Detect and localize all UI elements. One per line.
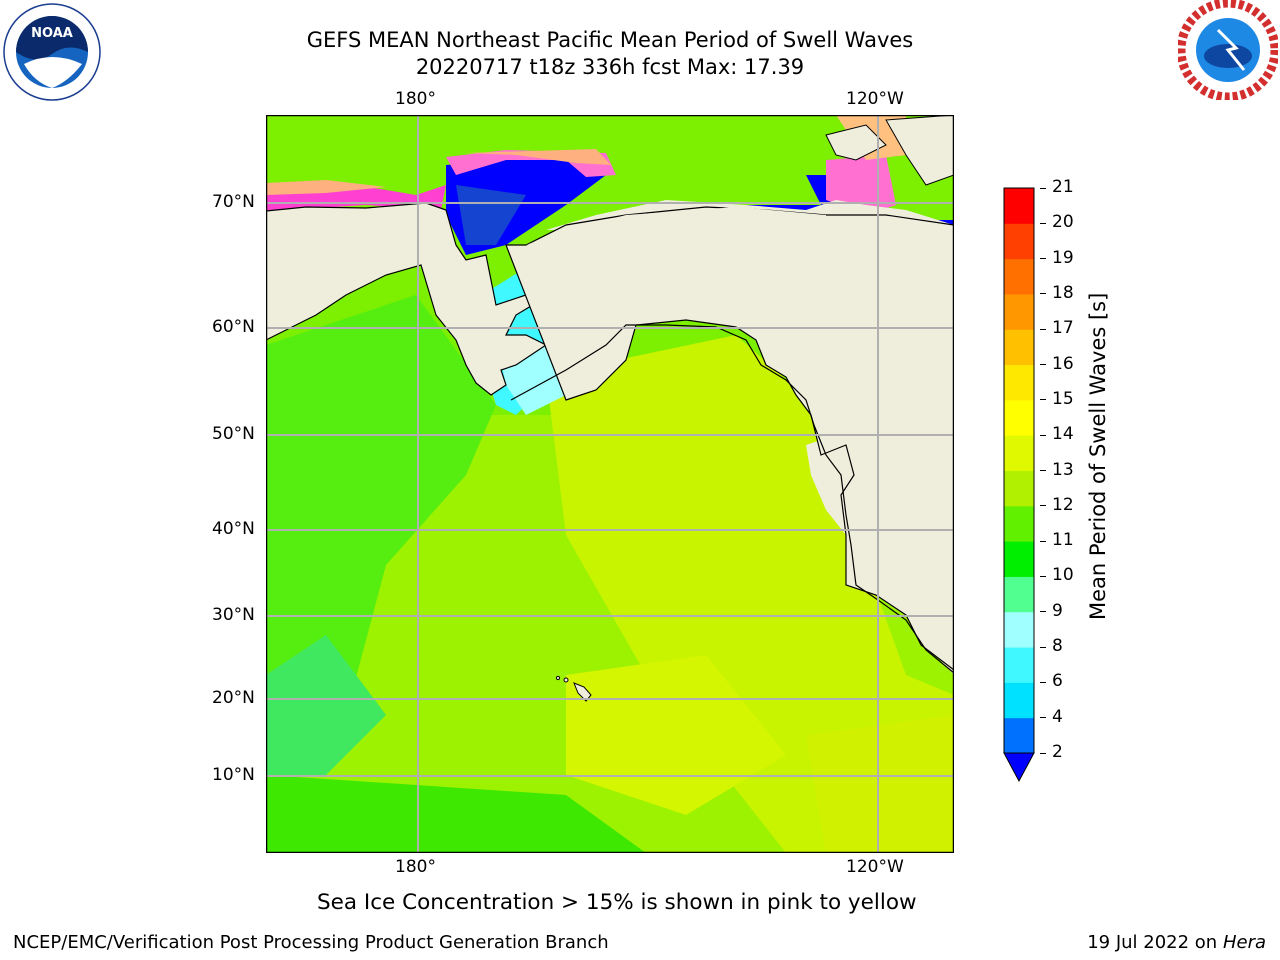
footer-branch: NCEP/EMC/Verification Post Processing Pr… <box>13 932 609 953</box>
colorbar-band <box>1004 576 1034 613</box>
colorbar-tick-mark <box>1040 505 1046 507</box>
colorbar-band <box>1004 647 1034 683</box>
colorbar-tick-label: 11 <box>1052 530 1074 551</box>
colorbar-outline <box>1003 187 1035 754</box>
colorbar-tick-mark <box>1040 611 1046 613</box>
colorbar-band <box>1004 258 1034 295</box>
colorbar-band <box>1004 541 1034 577</box>
colorbar-tick-mark <box>1040 470 1046 471</box>
colorbar-tick-mark <box>1040 717 1046 719</box>
colorbar-tick-mark <box>1040 575 1046 577</box>
colorbar-label: Mean Period of Swell Waves [s] <box>1086 292 1110 620</box>
colorbar-tick-label: 18 <box>1052 282 1074 303</box>
colorbar-band <box>1004 399 1034 436</box>
colorbar-tick-label: 2 <box>1052 742 1063 762</box>
colorbar-tick-label: 10 <box>1052 565 1074 586</box>
nws-logo <box>1176 0 1280 102</box>
lon-label-180-bottom: 180° <box>395 857 436 877</box>
svg-text:NOAA: NOAA <box>31 26 73 41</box>
colorbar-tick-label: 20 <box>1052 212 1074 233</box>
colorbar-tick-mark <box>1040 258 1046 260</box>
colorbar-tick-mark <box>1040 364 1046 366</box>
colorbar-extend <box>1003 752 1035 783</box>
colorbar-tick-label: 12 <box>1052 494 1074 515</box>
colorbar-tick-label: 15 <box>1052 388 1074 409</box>
colorbar-tick-mark <box>1040 399 1046 401</box>
colorbar-tick-label: 14 <box>1052 424 1074 445</box>
lat-label-10n: 10°N <box>212 765 255 785</box>
lat-label-20n: 20°N <box>212 688 255 708</box>
footer-date: 19 Jul 2022 on Hera <box>1087 932 1266 953</box>
colorbar-band <box>1004 223 1034 260</box>
sea-ice-note: Sea Ice Concentration > 15% is shown in … <box>317 890 917 915</box>
colorbar-tick-label: 4 <box>1052 706 1063 727</box>
colorbar-tick-mark <box>1040 681 1046 683</box>
colorbar-tick-label: 21 <box>1052 177 1074 197</box>
colorbar-ticks: 2 4 6 8 9 10 11 12 13 14 15 16 17 18 19 20 21 <box>1040 0 1100 960</box>
title-line-2: 20220717 t18z 336h fcst Max: 17.39 <box>415 55 805 79</box>
colorbar-tick-label: 6 <box>1052 671 1063 692</box>
colorbar-tick-label: 16 <box>1052 353 1074 374</box>
colorbar-tick-label: 13 <box>1052 459 1074 480</box>
lat-label-60n: 60°N <box>212 317 255 337</box>
lon-label-120w-bottom: 120°W <box>846 857 904 877</box>
colorbar-tick-label: 9 <box>1052 600 1063 621</box>
colorbar-tick-mark <box>1040 222 1046 224</box>
colorbar-tick-mark <box>1040 752 1046 754</box>
footer-date-text: 19 Jul 2022 on <box>1087 932 1223 953</box>
colorbar-band <box>1004 293 1034 330</box>
colorbar-tick-label: 19 <box>1052 247 1074 268</box>
footer-host: Hera <box>1222 932 1266 953</box>
colorbar-band <box>1004 329 1034 366</box>
colorbar-tick-label: 17 <box>1052 318 1074 339</box>
lat-label-70n: 70°N <box>212 192 255 212</box>
colorbar-tick-mark <box>1040 328 1046 330</box>
colorbar-tick-label: 8 <box>1052 636 1063 657</box>
lat-label-40n: 40°N <box>212 519 255 539</box>
colorbar-band <box>1004 505 1034 542</box>
colorbar-tick-mark <box>1040 434 1046 436</box>
colorbar-band <box>1004 188 1034 224</box>
colorbar-tick-mark <box>1040 646 1046 648</box>
colorbar-band <box>1004 470 1034 507</box>
colorbar-svg <box>1003 187 1035 783</box>
title-line-1: GEFS MEAN Northeast Pacific Mean Period … <box>306 28 914 52</box>
lon-label-120w-top: 120°W <box>846 89 904 109</box>
colorbar-tick-mark <box>1040 187 1046 189</box>
noaa-logo: NOAA <box>2 2 102 102</box>
map-panel <box>265 114 955 854</box>
colorbar-band <box>1004 611 1034 648</box>
colorbar-band <box>1004 364 1034 401</box>
colorbar-band <box>1004 435 1034 471</box>
colorbar-tick-mark <box>1040 293 1046 295</box>
colorbar <box>1000 186 1040 786</box>
lat-label-50n: 50°N <box>212 424 255 444</box>
lon-label-180-top: 180° <box>395 89 436 109</box>
colorbar-band <box>1004 717 1034 754</box>
map-svg <box>265 114 955 854</box>
colorbar-band <box>1004 682 1034 719</box>
colorbar-tick-mark <box>1040 540 1046 542</box>
lat-label-30n: 30°N <box>212 605 255 625</box>
